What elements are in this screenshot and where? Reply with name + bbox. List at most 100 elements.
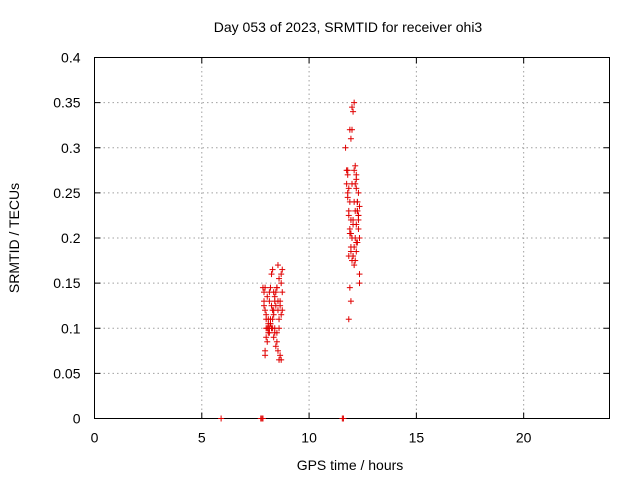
y-tick-label: 0.05: [53, 365, 80, 381]
data-point: [352, 257, 359, 264]
data-point: [354, 198, 361, 205]
data-point: [262, 352, 269, 359]
data-points: [218, 99, 363, 422]
data-point: [351, 99, 358, 106]
data-point: [340, 415, 347, 422]
chart-title: Day 053 of 2023, SRMTID for receiver ohi…: [214, 19, 483, 35]
x-tick-label: 10: [301, 430, 317, 446]
x-tick-label: 15: [409, 430, 425, 446]
data-point: [351, 262, 358, 269]
data-point: [263, 334, 270, 341]
data-point: [269, 266, 276, 273]
data-point: [261, 289, 268, 296]
data-point: [261, 302, 268, 309]
data-point: [266, 298, 273, 305]
x-tick-label: 5: [198, 430, 206, 446]
y-tick-label: 0.2: [61, 230, 81, 246]
data-point: [346, 284, 353, 291]
data-point: [266, 325, 273, 332]
data-point: [350, 108, 357, 115]
data-point: [278, 311, 285, 318]
data-point: [347, 248, 354, 255]
data-point: [279, 266, 286, 273]
data-point: [259, 415, 266, 422]
data-point: [266, 289, 273, 296]
data-point: [272, 343, 279, 350]
data-point: [271, 293, 278, 300]
data-point: [356, 280, 363, 287]
data-point: [270, 311, 277, 318]
x-axis-label: GPS time / hours: [297, 457, 404, 473]
y-tick-label: 0.25: [53, 185, 80, 201]
data-point: [277, 302, 284, 309]
data-point: [346, 126, 353, 133]
data-point: [349, 235, 355, 241]
data-point: [276, 275, 283, 282]
data-point: [263, 316, 270, 323]
data-point: [279, 307, 286, 314]
data-point: [269, 316, 276, 323]
data-point: [345, 185, 352, 192]
y-tick-label: 0.15: [53, 275, 80, 291]
data-point: [347, 216, 354, 223]
data-point: [353, 171, 360, 178]
data-point: [278, 356, 285, 363]
data-point: [267, 320, 274, 327]
grid-lines: [94, 57, 610, 419]
data-point: [347, 298, 354, 305]
data-point: [353, 248, 360, 255]
data-point: [352, 162, 359, 169]
data-point: [349, 104, 355, 111]
data-point: [347, 135, 354, 142]
y-axis-label: SRMTID / TECUs: [6, 183, 22, 293]
data-point: [274, 262, 281, 269]
data-point: [262, 307, 269, 314]
data-point: [264, 293, 271, 300]
y-tick-label: 0.3: [61, 140, 81, 156]
y-tick-label: 0.4: [61, 50, 81, 66]
data-point: [356, 271, 363, 278]
data-point: [268, 302, 275, 309]
data-point: [273, 329, 280, 336]
data-point: [267, 284, 274, 291]
data-point: [264, 338, 271, 345]
data-point: [346, 198, 353, 205]
data-point: [353, 185, 360, 192]
data-point: [270, 334, 277, 341]
data-point: [350, 221, 357, 228]
data-point: [345, 253, 352, 260]
data-point: [351, 167, 358, 174]
y-tick-label: 0.1: [61, 320, 81, 336]
data-point: [353, 239, 360, 246]
data-point: [342, 144, 349, 151]
axis-ticks: 0 5 10 15 20 0 0.05 0.1 0.15 0.2 0.25 0.3 0.35 0.4: [53, 50, 610, 446]
data-point: [276, 316, 283, 323]
data-point: [344, 194, 351, 201]
data-point: [343, 180, 350, 187]
y-tick-label: 0.35: [53, 95, 80, 111]
data-point: [218, 415, 225, 422]
data-point: [278, 271, 285, 278]
data-point: [347, 230, 354, 237]
data-point: [349, 180, 355, 187]
data-point: [268, 271, 275, 278]
data-point: [262, 284, 269, 291]
data-point: [274, 347, 281, 354]
data-point: [344, 167, 351, 174]
data-point: [272, 289, 279, 296]
x-tick-label: 20: [516, 430, 532, 446]
data-point: [352, 207, 359, 214]
data-point: [277, 352, 284, 359]
data-point: [274, 298, 281, 305]
data-point: [273, 338, 280, 345]
data-point: [271, 325, 278, 332]
data-point: [345, 316, 352, 323]
data-point: [269, 307, 276, 314]
data-point: [278, 280, 285, 287]
data-point: [355, 225, 362, 232]
y-tick-label: 0: [73, 411, 81, 427]
data-point: [345, 212, 352, 219]
data-point: [351, 244, 358, 251]
x-tick-label: 0: [91, 430, 99, 446]
